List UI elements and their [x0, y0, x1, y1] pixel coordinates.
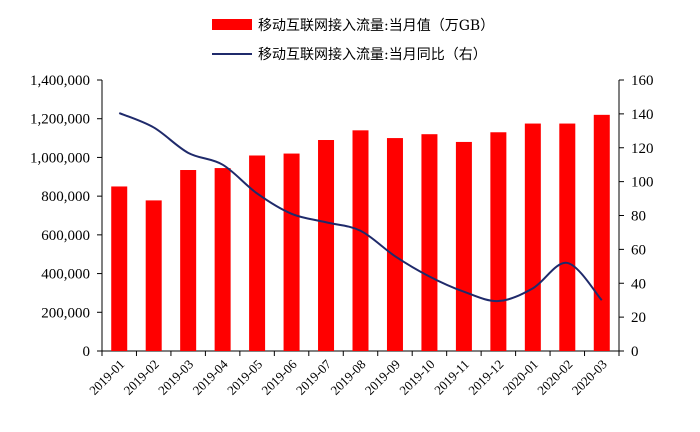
- y-left-tick-label: 400,000: [41, 267, 90, 283]
- x-tick-label: 2019-09: [362, 357, 403, 398]
- bar: [318, 140, 335, 351]
- x-tick-label: 2020-01: [500, 357, 541, 398]
- y-left-tick-label: 1,200,000: [30, 112, 90, 128]
- x-tick-label: 2020-03: [569, 357, 610, 398]
- bar: [559, 123, 576, 351]
- x-tick-label: 2020-02: [534, 357, 575, 398]
- y-left-tick-label: 1,400,000: [30, 73, 90, 89]
- y-right-tick-label: 160: [631, 73, 654, 89]
- y-left-tick-label: 600,000: [41, 228, 90, 244]
- x-tick-label: 2019-01: [86, 357, 127, 398]
- line-series: [118, 112, 603, 303]
- y-right-tick-label: 100: [631, 175, 654, 191]
- y-left-tick-label: 0: [83, 344, 91, 360]
- bar: [352, 130, 369, 351]
- x-tick-label: 2019-07: [293, 356, 335, 398]
- y-left-tick-label: 200,000: [41, 305, 90, 321]
- x-tick-label: 2019-10: [396, 357, 437, 398]
- x-tick-label: 2019-11: [431, 357, 472, 398]
- bar: [145, 200, 162, 351]
- x-tick-label: 2019-02: [121, 357, 162, 398]
- bar: [421, 134, 438, 351]
- y-right-tick-label: 80: [631, 209, 646, 225]
- legend-label-bar: 移动互联网接入流量:当月值（万GB）: [258, 17, 494, 34]
- x-tick-label: 2019-12: [465, 357, 506, 398]
- x-tick-label: 2019-04: [189, 356, 231, 398]
- bar: [214, 168, 231, 351]
- x-tick-label: 2019-06: [258, 356, 300, 398]
- bar: [524, 123, 541, 351]
- bar: [593, 114, 610, 351]
- bar-series: [111, 114, 610, 351]
- x-tick-label: 2019-08: [327, 357, 368, 398]
- bar: [180, 170, 197, 351]
- bar: [249, 155, 266, 351]
- y-right-tick-label: 120: [631, 141, 654, 157]
- bar: [111, 186, 128, 351]
- legend-swatch-bar: [212, 19, 252, 30]
- legend-label-line: 移动互联网接入流量:当月同比（右）: [258, 46, 487, 63]
- bar: [386, 138, 403, 351]
- y-left-tick-label: 1,000,000: [30, 150, 90, 166]
- y-right-tick-label: 60: [631, 242, 646, 258]
- bar: [283, 153, 300, 351]
- y-right-tick-label: 0: [631, 344, 639, 360]
- bar: [490, 132, 507, 351]
- y-right-tick-label: 20: [631, 310, 646, 326]
- y-right-tick-label: 140: [631, 107, 654, 123]
- y-right-tick-label: 40: [631, 276, 646, 292]
- y-left-tick-label: 800,000: [41, 189, 90, 205]
- legend: 移动互联网接入流量:当月值（万GB） 移动互联网接入流量:当月同比（右）: [212, 17, 494, 63]
- x-tick-label: 2019-05: [224, 357, 265, 398]
- bar: [455, 141, 472, 351]
- x-tick-label: 2019-03: [155, 357, 196, 398]
